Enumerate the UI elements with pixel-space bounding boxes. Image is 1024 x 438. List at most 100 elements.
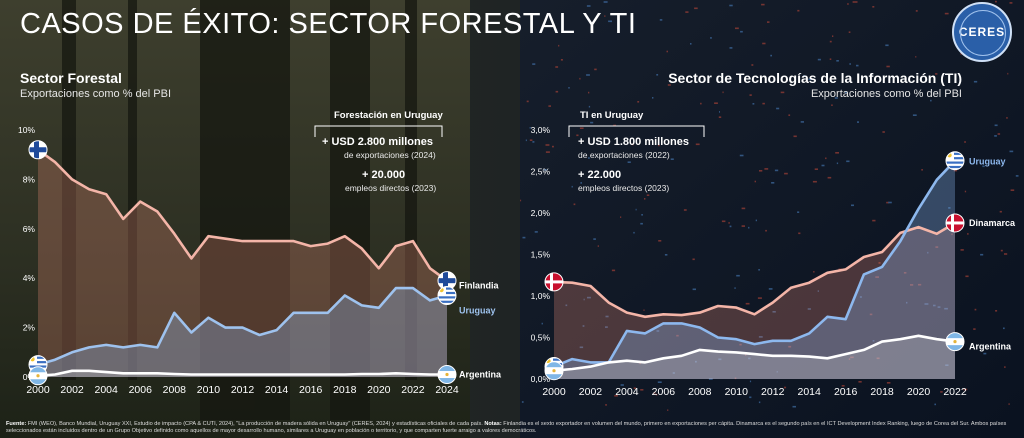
tech-dot (821, 164, 825, 167)
tech-dot (1003, 327, 1005, 330)
tech-dot (637, 101, 640, 103)
tech-dot (967, 233, 969, 235)
tech-dot (912, 114, 917, 116)
tech-dot (643, 309, 645, 311)
flag-stripe (946, 157, 964, 160)
flag-sun (36, 374, 40, 378)
tech-dot (948, 207, 951, 209)
tech-dot (817, 58, 821, 61)
tech-dot (752, 103, 755, 105)
tech-dot (664, 254, 668, 256)
ti-series-label-dinamarca: Dinamarca (969, 218, 1016, 228)
tech-dot (847, 3, 849, 5)
tech-dot (759, 170, 763, 172)
flag-stripe-bottom (438, 378, 456, 384)
flag-ring (945, 332, 965, 352)
tech-dot (836, 162, 839, 165)
tech-dot (620, 384, 624, 386)
tech-dot (854, 1, 858, 3)
tech-dot (772, 311, 776, 313)
tech-dot (741, 225, 745, 227)
ti-chart-subtitle: Exportaciones como % del PBI (810, 88, 962, 100)
forest-xtick-label: 2004 (94, 384, 118, 396)
tech-dot (588, 157, 590, 159)
flag-cross-v (951, 213, 954, 232)
tech-dot (745, 354, 747, 356)
tech-dot (613, 124, 616, 127)
tech-dot (641, 214, 643, 216)
forest-box-line2-big: + 20.000 (362, 169, 406, 181)
flag-stripe (438, 300, 456, 303)
ti-ytick-label: 1,0% (531, 291, 551, 301)
tech-dot (856, 64, 859, 67)
tech-dot (758, 401, 761, 404)
tech-dot (974, 308, 977, 311)
tech-dot (765, 229, 767, 232)
ti-flag-end-argentina (945, 332, 965, 352)
tech-dot (930, 99, 932, 102)
tech-dot (953, 169, 958, 172)
tech-dot (1000, 249, 1003, 252)
ti-area-uruguay (554, 160, 955, 379)
tech-dot (945, 364, 949, 366)
tech-dot (522, 236, 526, 239)
ti-xtick-label: 2016 (834, 386, 858, 398)
tech-dot (755, 219, 757, 222)
flag-ring (437, 285, 457, 305)
tech-dot (695, 360, 697, 363)
tech-dot (640, 222, 643, 225)
ti-ytick-label: 0,0% (531, 374, 551, 384)
forest-xtick-label: 2006 (129, 384, 153, 396)
forest-chart-subtitle: Exportaciones como % del PBI (20, 88, 172, 100)
tech-dot (520, 199, 522, 202)
tech-dot (762, 102, 765, 105)
forest-ytick-label: 8% (23, 174, 36, 184)
tech-dot (748, 357, 751, 360)
forest-flag-start-finlandia (28, 140, 48, 160)
forest-xtick-label: 2010 (197, 384, 221, 396)
tech-dot (906, 301, 908, 304)
tech-dot (1010, 189, 1015, 191)
tech-dot (710, 37, 712, 39)
tech-dot (994, 124, 998, 127)
tech-dot (834, 97, 838, 99)
tech-dot (611, 269, 616, 272)
tech-dot (872, 219, 876, 222)
forest-box-bracket (314, 125, 443, 137)
forest-xtick-label: 2020 (367, 384, 391, 396)
tech-dot (722, 91, 724, 94)
tech-dot (935, 73, 938, 75)
tech-dot (825, 157, 827, 160)
flag-ring (28, 366, 48, 386)
flag-stripe-top (946, 332, 964, 339)
tech-dot (814, 168, 818, 170)
flag-ring (28, 140, 48, 160)
tech-dot (980, 253, 984, 256)
tech-dot (872, 6, 875, 8)
tech-dot (748, 226, 750, 229)
tech-dot (718, 116, 722, 118)
tech-dot (767, 21, 770, 23)
forest-xtick-label: 2022 (401, 384, 425, 396)
tech-dot (784, 172, 788, 175)
tech-dot (882, 131, 885, 133)
tech-dot (910, 284, 914, 286)
tech-dot (534, 231, 538, 233)
tech-dot (888, 201, 892, 204)
tech-dot (983, 352, 987, 355)
forest-xtick-label: 2000 (26, 384, 50, 396)
tech-dot (714, 102, 718, 104)
ti-xtick-label: 2000 (542, 386, 566, 398)
ti-area-dinamarca (554, 223, 955, 379)
logo-ring (960, 10, 1006, 56)
tech-dot (758, 336, 763, 338)
tech-dot (555, 90, 559, 93)
tech-dot (644, 198, 646, 200)
tech-dot (545, 144, 550, 146)
tech-dot (672, 372, 675, 374)
tech-dot (729, 4, 733, 7)
tech-dot (603, 1, 608, 3)
flag-stripe (946, 152, 964, 155)
ti-box-line1-big: + USD 1.800 millones (578, 136, 689, 148)
